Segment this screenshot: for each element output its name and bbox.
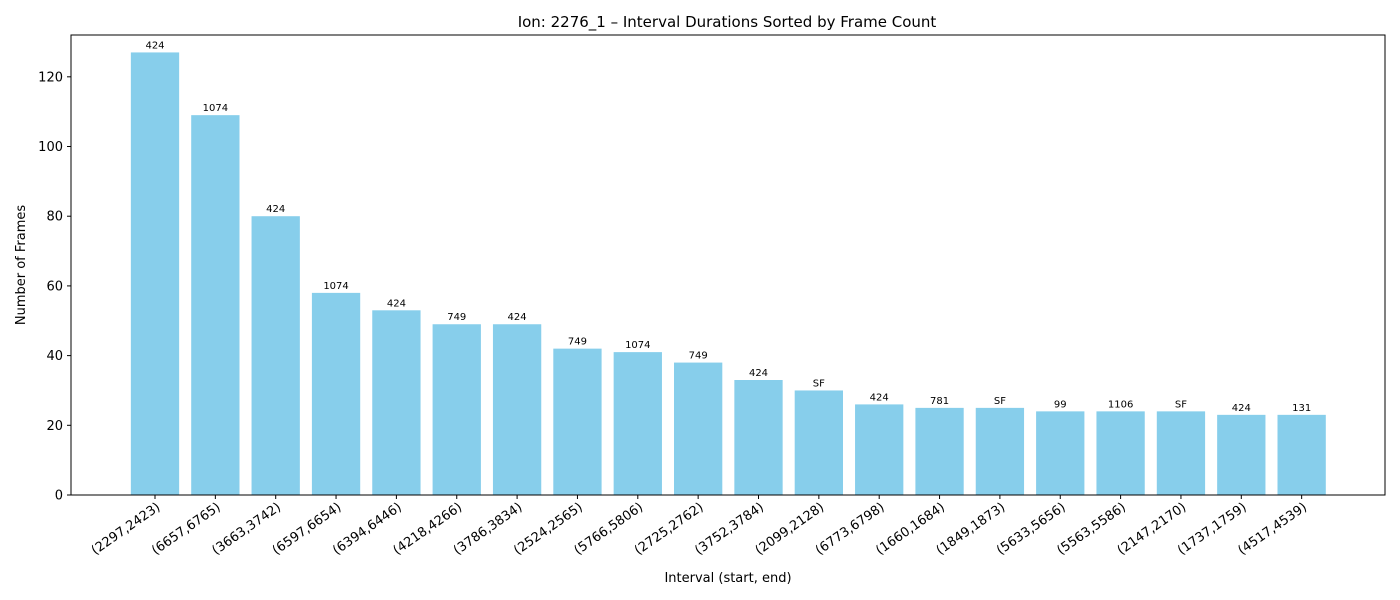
- y-tick-label: 20: [46, 419, 63, 434]
- bar-value-label: 424: [266, 204, 285, 215]
- bar-value-label: 781: [930, 396, 949, 407]
- bar: [1096, 411, 1145, 495]
- chart-title: Ion: 2276_1 – Interval Durations Sorted …: [518, 13, 937, 32]
- bar: [613, 352, 662, 495]
- bar-value-label: 1074: [323, 281, 348, 292]
- bar: [1217, 414, 1266, 495]
- bar: [492, 324, 542, 495]
- bar: [130, 52, 180, 495]
- bar-value-label: 424: [870, 392, 889, 403]
- bar: [311, 292, 361, 495]
- bar-value-label: 424: [145, 40, 164, 51]
- x-axis-label: Interval (start, end): [664, 571, 791, 586]
- bar-value-label: 99: [1054, 399, 1067, 410]
- y-tick-label: 80: [46, 210, 63, 225]
- bar: [1036, 411, 1085, 495]
- bar-value-label: 749: [689, 351, 708, 362]
- bar: [855, 404, 904, 495]
- bar-value-label: 131: [1292, 403, 1311, 414]
- y-tick-label: 40: [46, 349, 63, 364]
- bar: [734, 380, 783, 495]
- bar: [553, 348, 602, 495]
- bar: [674, 362, 723, 495]
- y-tick-label: 120: [38, 70, 63, 85]
- plot-frame: [70, 34, 1386, 496]
- bar: [191, 115, 240, 495]
- bar-value-label: 1074: [625, 340, 650, 351]
- bar-value-label: 424: [1232, 403, 1251, 414]
- bar: [1277, 414, 1326, 495]
- bar-value-label: 749: [447, 312, 466, 323]
- y-tick-label: 100: [38, 140, 63, 155]
- bar-value-label: SF: [994, 396, 1006, 407]
- bar: [251, 216, 300, 495]
- bar-value-label: 749: [568, 337, 587, 348]
- bar: [975, 407, 1025, 495]
- bar: [372, 310, 421, 495]
- bar: [1156, 411, 1206, 495]
- y-tick-label: 0: [55, 489, 63, 504]
- bar-value-label: SF: [1175, 399, 1187, 410]
- bar-value-label: 424: [508, 312, 527, 323]
- bar-value-label: SF: [813, 378, 825, 389]
- bar-value-label: 424: [387, 298, 406, 309]
- bar: [432, 324, 481, 495]
- y-tick-label: 60: [46, 279, 63, 294]
- bar: [915, 407, 964, 495]
- bar: [794, 390, 843, 495]
- plot-area: 020406080100120424(2297,2423)1074(6657,6…: [38, 40, 1326, 558]
- bar-value-label: 424: [749, 368, 768, 379]
- y-axis-label: Number of Frames: [14, 205, 29, 326]
- bar-value-label: 1074: [203, 103, 228, 114]
- bar-value-label: 1106: [1108, 399, 1133, 410]
